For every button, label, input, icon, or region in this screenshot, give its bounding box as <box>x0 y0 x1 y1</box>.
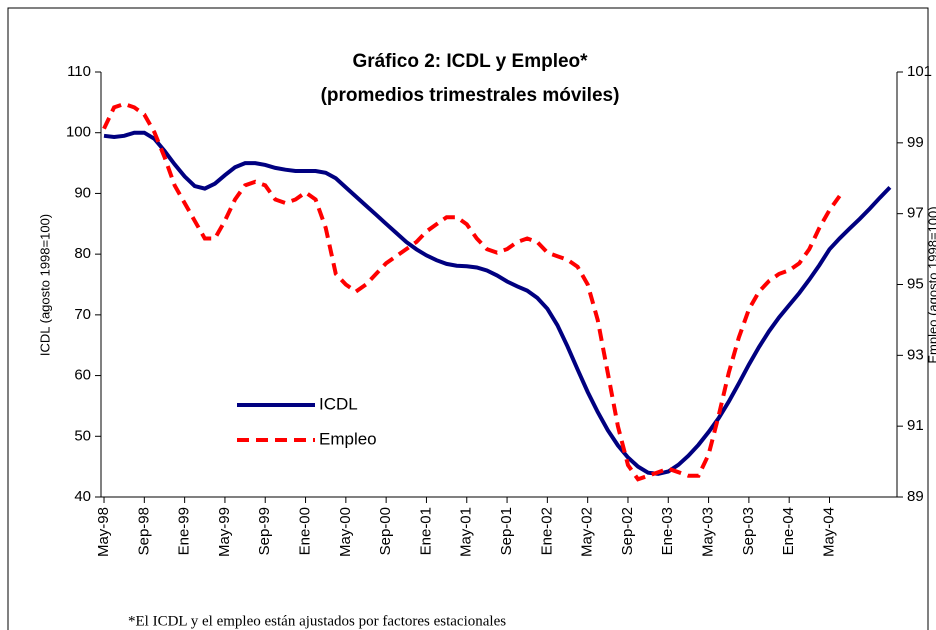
x-tick-label: May-03 <box>700 507 717 557</box>
series-line <box>102 101 842 482</box>
y-tick-label: 70 <box>74 306 91 323</box>
y2-tick-label: 97 <box>907 205 924 222</box>
y2-tick-label: 93 <box>907 346 924 363</box>
x-tick-label: Sep-02 <box>619 507 636 555</box>
x-tick-label: Ene-01 <box>417 507 434 555</box>
x-tick-label: Sep-00 <box>377 507 394 555</box>
x-tick-label: Sep-01 <box>498 507 515 555</box>
x-tick-label: Sep-99 <box>256 507 273 555</box>
y-tick-label: 90 <box>74 184 91 201</box>
x-tick-label: Ene-02 <box>538 507 555 555</box>
x-tick-label: Sep-98 <box>135 507 152 555</box>
y-tick-label: 110 <box>67 63 91 80</box>
y-tick-label: 60 <box>74 367 91 384</box>
y2-tick-label: 95 <box>907 275 924 292</box>
x-tick-label: Ene-04 <box>780 507 797 555</box>
y2-tick-label: 99 <box>907 134 924 151</box>
series-line <box>103 130 892 476</box>
chart-subtitle: (promedios trimestrales móviles) <box>321 85 620 106</box>
x-tick-label: May-01 <box>458 507 475 557</box>
x-tick-label: Sep-03 <box>740 507 757 555</box>
legend-label: Empleo <box>319 429 377 448</box>
x-tick-label: May-02 <box>579 507 596 557</box>
x-tick-label: May-98 <box>95 507 112 557</box>
legend-label: ICDL <box>319 394 358 413</box>
footnote: *El ICDL y el empleo están ajustados por… <box>128 613 506 629</box>
x-tick-label: May-99 <box>216 507 233 557</box>
chart-title: Gráfico 2: ICDL y Empleo* <box>352 51 588 72</box>
y-tick-label: 50 <box>74 427 91 444</box>
y-tick-label: 80 <box>74 245 91 262</box>
y-axis-label: ICDL (agosto 1998=100) <box>37 214 52 356</box>
x-tick-label: Ene-03 <box>659 507 676 555</box>
x-tick-label: May-00 <box>337 507 354 557</box>
y2-tick-label: 101 <box>907 63 932 80</box>
y2-tick-label: 91 <box>907 417 924 434</box>
y-tick-label: 40 <box>74 488 91 505</box>
y2-axis-label: Empleo (agosto 1998=100) <box>925 206 936 363</box>
x-tick-label: May-04 <box>820 507 837 557</box>
x-tick-label: Ene-99 <box>176 507 193 555</box>
x-tick-label: Ene-00 <box>297 507 314 555</box>
y-tick-label: 100 <box>66 124 91 141</box>
frame <box>7 7 929 630</box>
y2-tick-label: 89 <box>907 488 924 505</box>
